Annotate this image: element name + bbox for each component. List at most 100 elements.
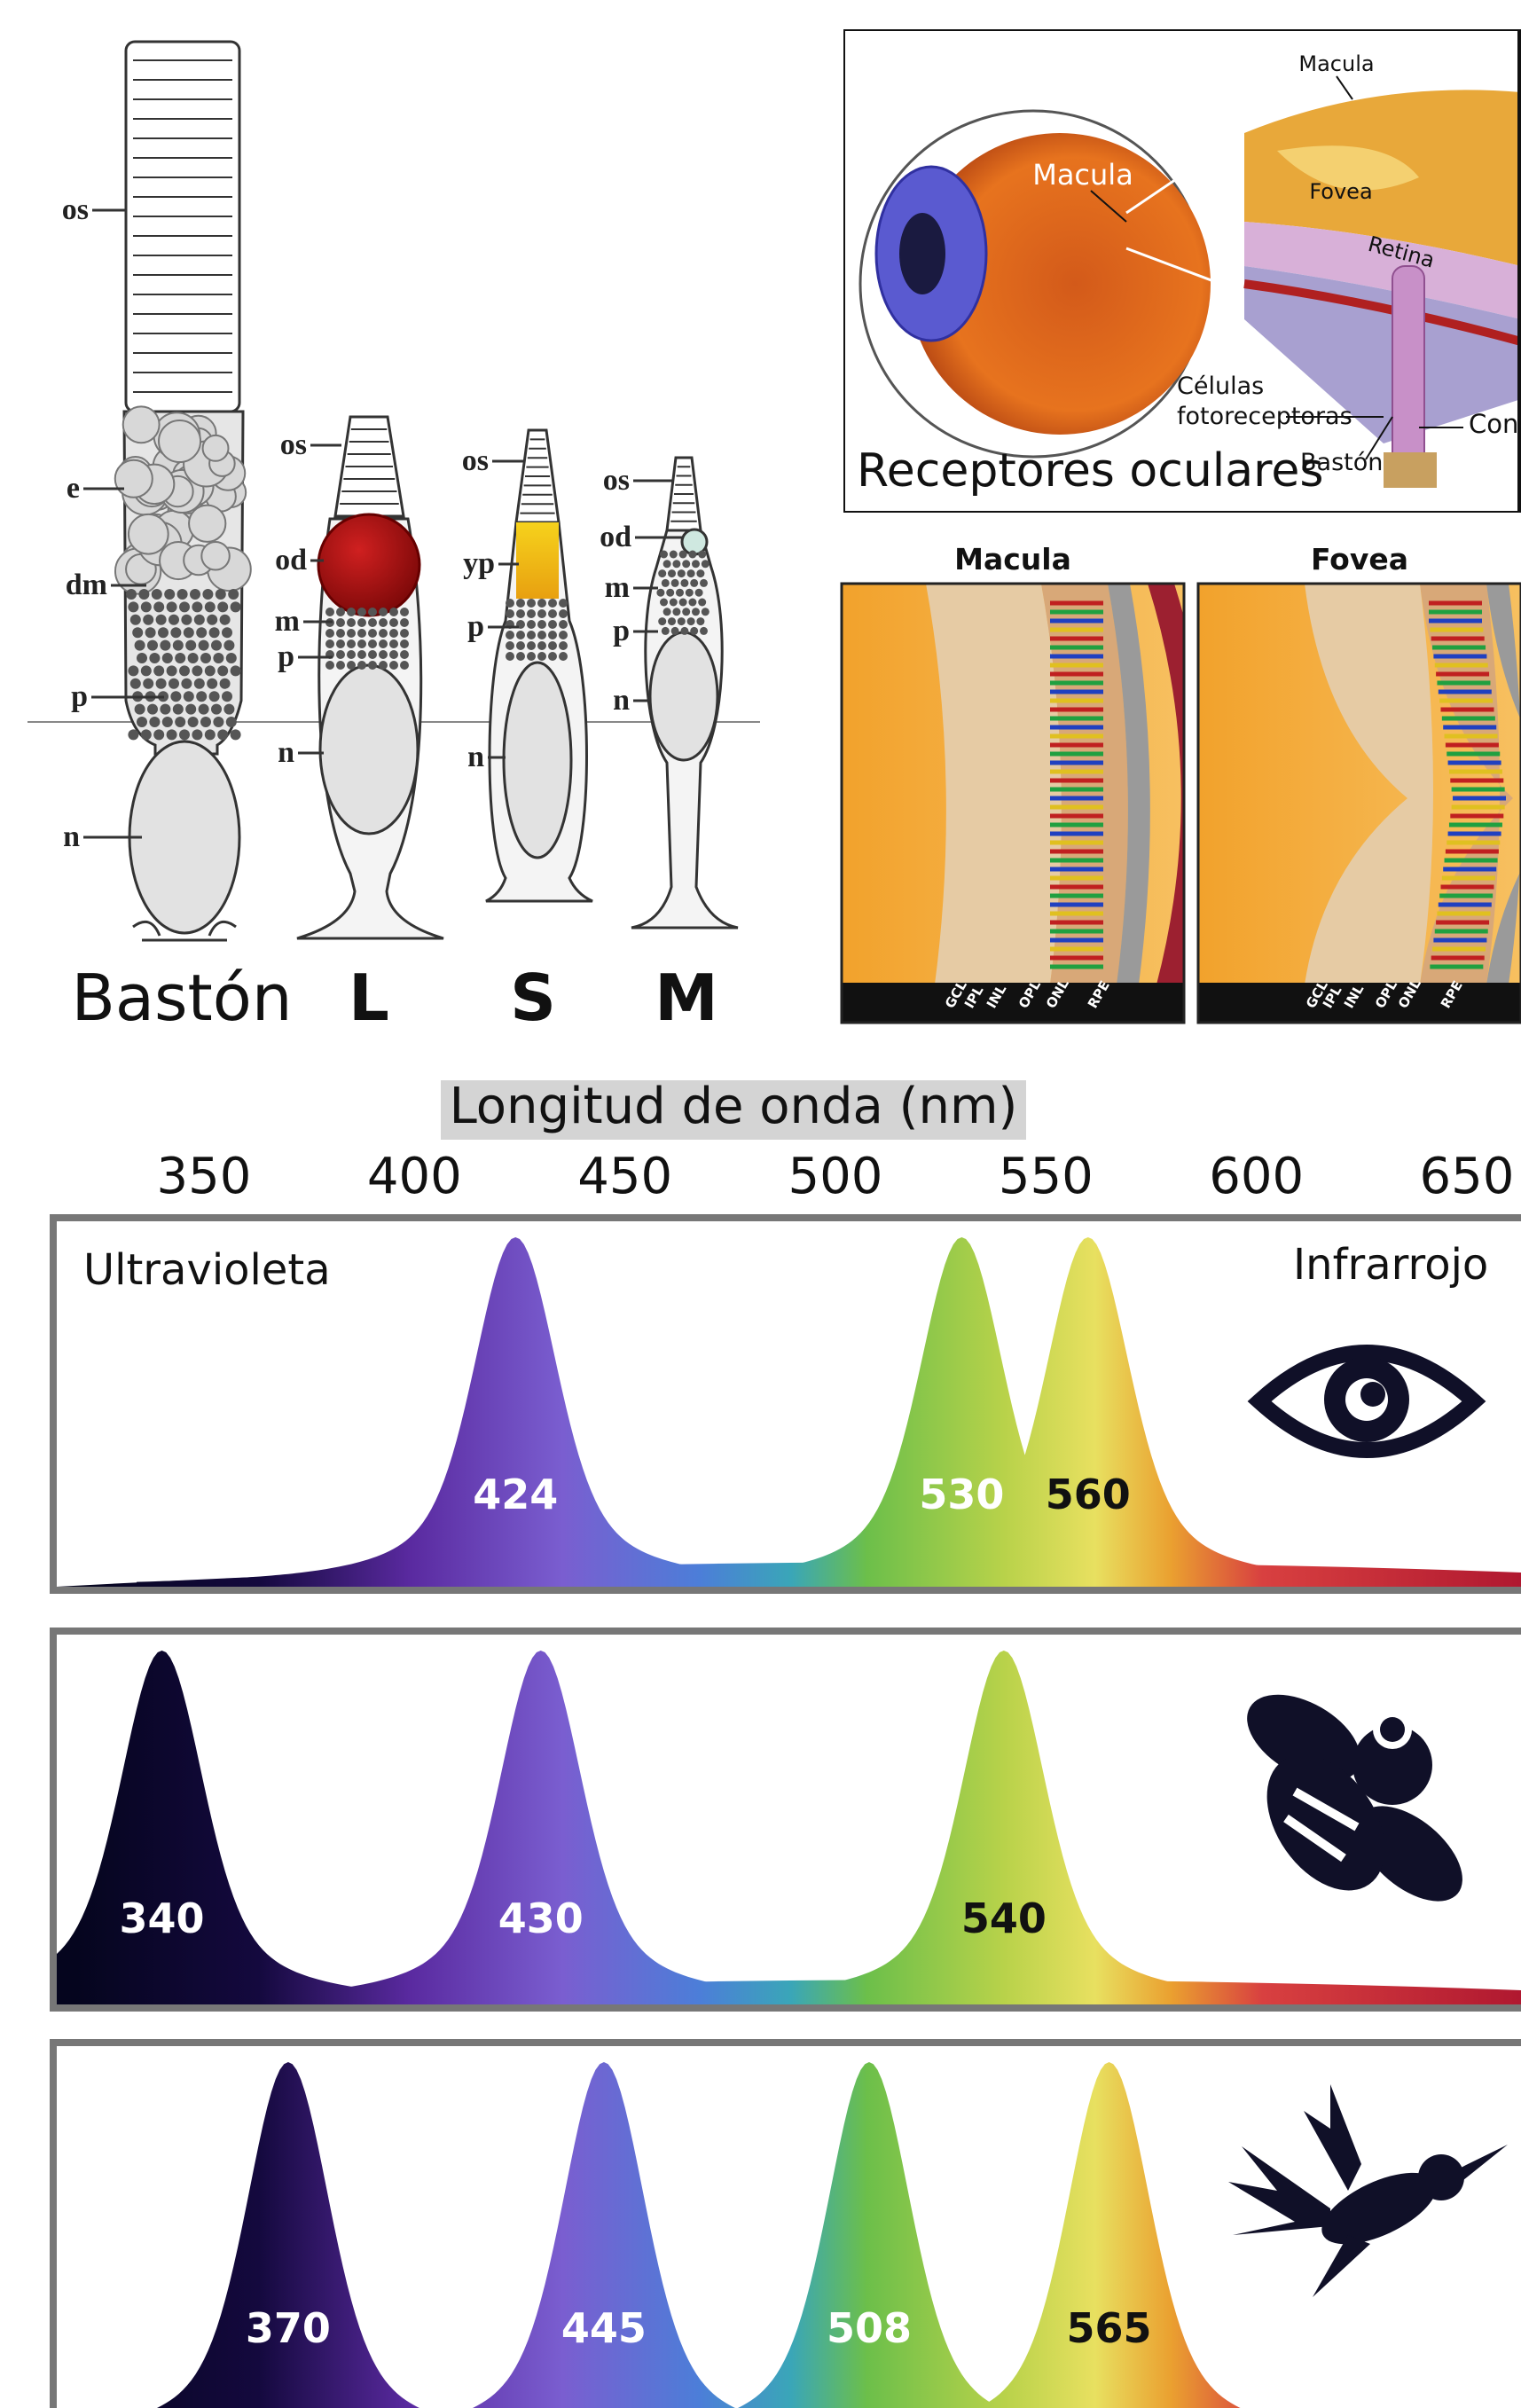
granule (162, 717, 173, 727)
granule (156, 615, 167, 625)
granule (223, 704, 234, 715)
granule (347, 629, 356, 638)
granule (668, 617, 676, 625)
granule (347, 618, 356, 627)
granule (173, 640, 184, 651)
granule (516, 609, 525, 618)
cell-part-label: p (613, 615, 630, 647)
cell-part-label: m (275, 605, 300, 638)
granule (223, 640, 234, 651)
left-label: Ultravioleta (83, 1245, 331, 1295)
granule (527, 641, 536, 650)
peak-label: 340 (120, 1894, 205, 1942)
granule (325, 629, 334, 638)
granule (199, 704, 209, 715)
ellipsoid-mitochondria (123, 406, 160, 443)
granule (692, 608, 700, 616)
granule (211, 704, 222, 715)
granule (160, 704, 170, 715)
granule (222, 627, 232, 638)
granule (682, 608, 690, 616)
granule (194, 615, 205, 625)
granule (662, 627, 670, 635)
granule (192, 665, 202, 676)
granule (670, 551, 678, 559)
tick-label: 600 (1209, 1148, 1304, 1205)
granule (179, 601, 190, 612)
granule (656, 589, 664, 597)
granule (559, 620, 568, 629)
granule (379, 629, 388, 638)
right-label: Infrarrojo (1293, 1240, 1488, 1290)
granule (147, 704, 158, 715)
granule (687, 617, 695, 625)
granule (368, 629, 377, 638)
granule (128, 601, 138, 612)
granule (559, 609, 568, 618)
granule (357, 618, 366, 627)
granule (226, 653, 237, 663)
granule (548, 631, 557, 639)
granule (660, 551, 668, 559)
tick-label: 500 (788, 1148, 883, 1205)
granule (679, 599, 687, 607)
granule (222, 691, 232, 702)
rod-nucleus (129, 741, 239, 933)
granule (181, 615, 192, 625)
granule (537, 631, 546, 639)
granule (138, 589, 149, 600)
granule (141, 665, 152, 676)
granule (548, 620, 557, 629)
s-cone-yellow-pigment (516, 522, 559, 599)
cell-part-label: os (603, 464, 630, 497)
granule (196, 627, 207, 638)
granule (130, 678, 141, 689)
granule (226, 717, 237, 727)
granule (688, 551, 696, 559)
granule (695, 589, 703, 597)
granule (231, 601, 241, 612)
granule (559, 641, 568, 650)
peak-label: 565 (1067, 2304, 1152, 2352)
granule (347, 639, 356, 648)
eye-label: Células (1177, 373, 1264, 400)
granule (527, 652, 536, 661)
granule (141, 729, 152, 740)
granule (181, 678, 192, 689)
cell-name: M (655, 961, 718, 1035)
ellipsoid-mitochondria (115, 460, 153, 498)
granule (527, 609, 536, 618)
granule (217, 601, 228, 612)
granule (679, 551, 687, 559)
page: osedmpnBastónosodmpnLosyppnSosodmpnM Mac… (0, 0, 1521, 2408)
granule (548, 609, 557, 618)
granule (167, 665, 177, 676)
granule (336, 618, 345, 627)
rod-outer-segment (126, 42, 239, 412)
photoreceptor-zoom (1392, 266, 1424, 470)
granule (184, 627, 194, 638)
granule (169, 615, 179, 625)
granule (202, 589, 213, 600)
cell-part-label: os (62, 193, 89, 226)
tick-label: 650 (1420, 1148, 1515, 1205)
granule (672, 560, 680, 568)
granule (687, 569, 695, 577)
granule (167, 601, 177, 612)
granule (128, 729, 138, 740)
ellipsoid-mitochondria (189, 506, 225, 542)
granule (347, 608, 356, 616)
granule (143, 678, 153, 689)
granule (213, 717, 223, 727)
granule (379, 639, 388, 648)
granule (686, 589, 694, 597)
granule (702, 608, 710, 616)
granule (527, 599, 536, 608)
cell-part-label: od (275, 544, 307, 577)
granule (143, 615, 153, 625)
granule (336, 650, 345, 659)
granule (696, 617, 704, 625)
cell-part-label: n (467, 741, 484, 773)
granule (207, 615, 217, 625)
cell-part-label: n (63, 820, 80, 853)
